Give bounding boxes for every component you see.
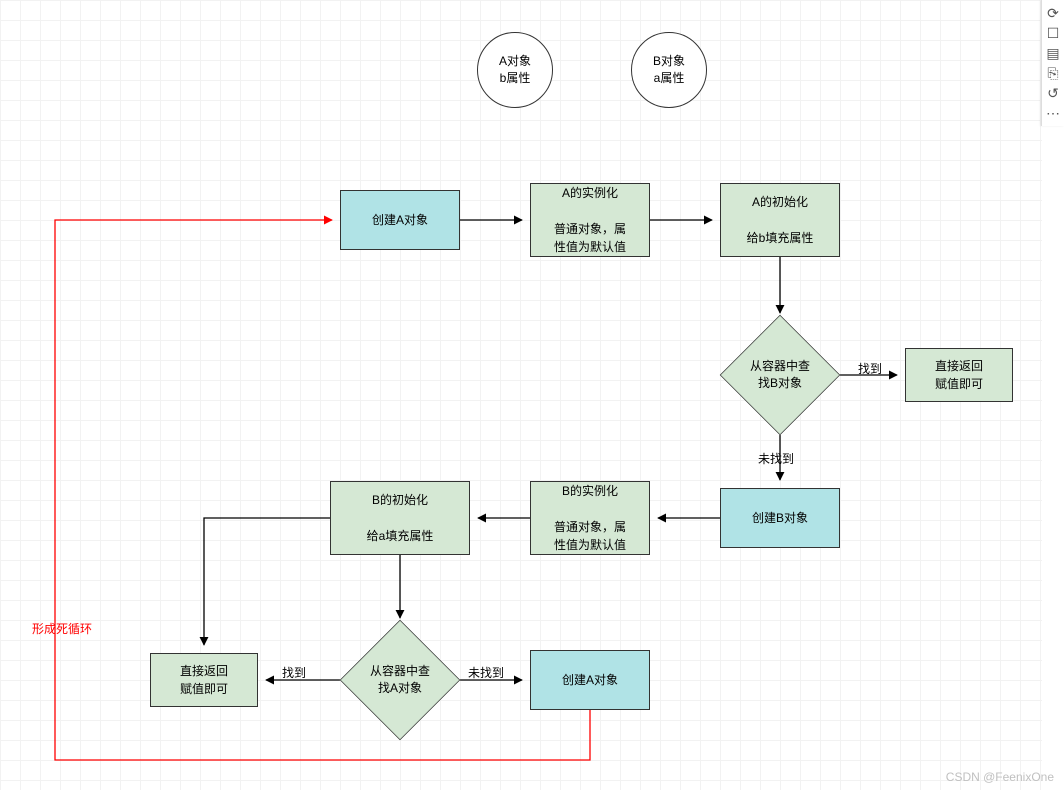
tool-undo-icon[interactable]: ⟳ <box>1044 4 1062 22</box>
loop-label: 形成死循环 <box>32 620 92 637</box>
edge-label-e5: 未找到 <box>758 450 794 467</box>
node-createB: 创建B对象 <box>720 488 840 548</box>
circle-circleA: A对象 b属性 <box>477 32 553 108</box>
tool-copy-icon[interactable]: ⎘ <box>1044 64 1062 82</box>
node-initA: A的初始化 给b填充属性 <box>720 183 840 257</box>
node-findA: 从容器中查 找A对象 <box>340 620 460 740</box>
edge-e11 <box>204 518 330 645</box>
edge-loop <box>55 220 590 760</box>
edge-label-e10: 未找到 <box>468 664 504 681</box>
tool-refresh-icon[interactable]: ↺ <box>1044 84 1062 102</box>
circle-circleB: B对象 a属性 <box>631 32 707 108</box>
tool-grid-icon[interactable]: ▤ <box>1044 44 1062 62</box>
node-instA: A的实例化 普通对象，属 性值为默认值 <box>530 183 650 257</box>
flowchart-canvas: A对象 b属性 B对象 a属性创建A对象 A的实例化 普通对象，属 性值为默认值 A的… <box>0 0 1042 790</box>
tool-more-icon[interactable]: ⋯ <box>1044 104 1062 122</box>
watermark: CSDN @FeenixOne <box>946 770 1054 784</box>
node-initB: B的初始化 给a填充属性 <box>330 481 470 555</box>
right-toolbar: ⟳ ☐ ▤ ⎘ ↺ ⋯ <box>1041 0 1064 126</box>
tool-rect-icon[interactable]: ☐ <box>1044 24 1062 42</box>
node-retA: 直接返回 赋值即可 <box>150 653 258 707</box>
edge-label-e4: 找到 <box>858 360 882 377</box>
node-createA2: 创建A对象 <box>530 650 650 710</box>
node-retB: 直接返回 赋值即可 <box>905 348 1013 402</box>
node-findB: 从容器中查 找B对象 <box>720 315 840 435</box>
node-instB: B的实例化 普通对象，属 性值为默认值 <box>530 481 650 555</box>
edge-label-e9: 找到 <box>282 664 306 681</box>
node-createA1: 创建A对象 <box>340 190 460 250</box>
